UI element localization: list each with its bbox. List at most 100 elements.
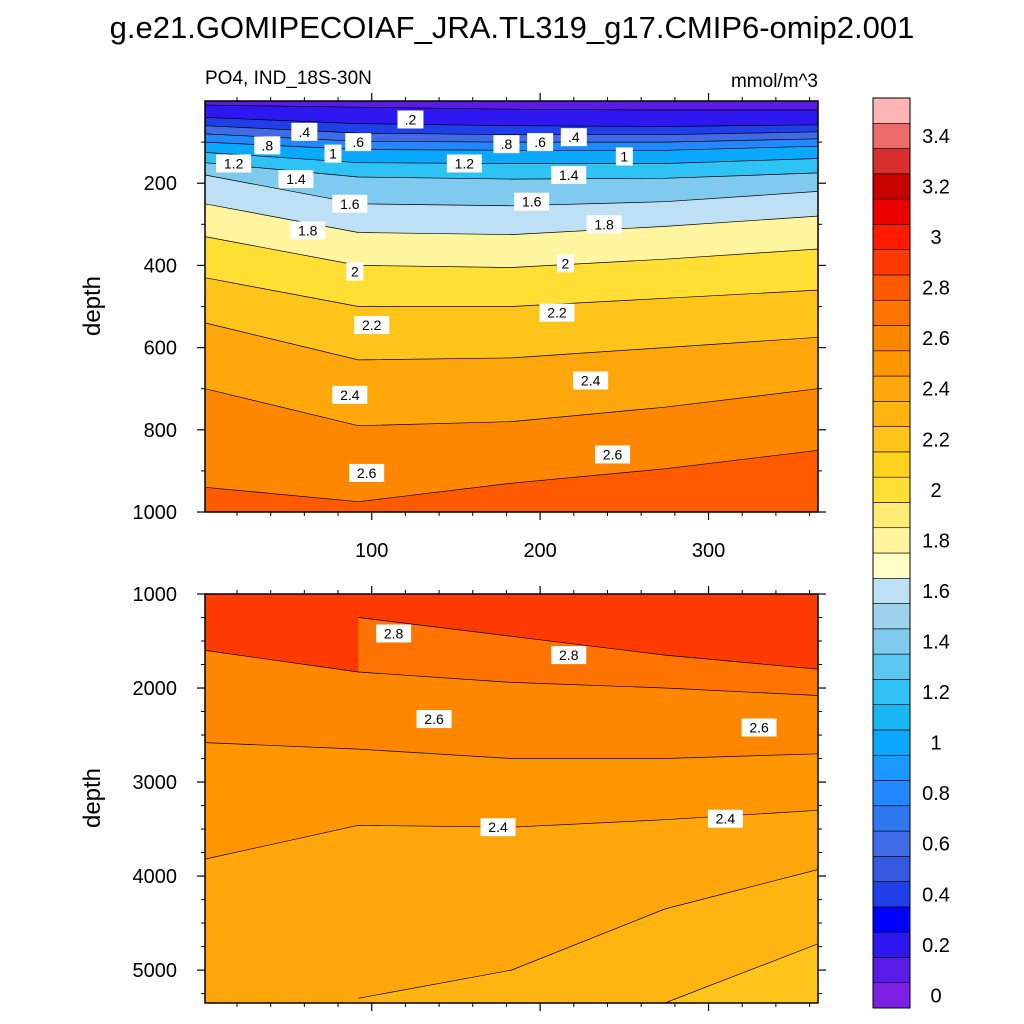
contour-line bbox=[205, 742, 818, 759]
contour-label: 1 bbox=[324, 144, 342, 163]
contour-label: 2.4 bbox=[573, 371, 609, 390]
y-tick-label: 4000 bbox=[133, 866, 178, 888]
colorbar-tick-label: 0.4 bbox=[922, 884, 950, 906]
contour-label: 2.6 bbox=[349, 463, 385, 482]
contour-line bbox=[205, 174, 818, 207]
colorbar-box bbox=[872, 704, 911, 731]
contour-label: 1.6 bbox=[332, 194, 368, 213]
contour-label-text: .4 bbox=[299, 124, 311, 140]
colorbar-box bbox=[872, 982, 911, 1009]
colorbar-box bbox=[872, 97, 911, 124]
contour-label-text: 1.8 bbox=[594, 216, 614, 232]
colorbar-tick-label: 1.4 bbox=[922, 631, 950, 653]
lower-y-axis-label: depth bbox=[79, 768, 106, 828]
contour-label: 1.2 bbox=[216, 154, 252, 173]
colorbar-box bbox=[872, 628, 911, 655]
colorbar-tick-label: 0.8 bbox=[922, 783, 950, 805]
x-tick-label: 200 bbox=[523, 540, 556, 562]
contour-label-text: .8 bbox=[501, 136, 513, 152]
contour-line bbox=[205, 388, 818, 427]
variable-region-label: PO4, IND_18S-30N bbox=[205, 68, 372, 89]
contour-label-text: 2.8 bbox=[384, 625, 404, 641]
contour-band bbox=[358, 869, 818, 1003]
contour-line bbox=[205, 277, 818, 307]
colorbar-tick-label: 0 bbox=[930, 985, 941, 1007]
colorbar-box bbox=[872, 957, 911, 984]
colorbar-box bbox=[872, 552, 911, 579]
contour-label: 1.8 bbox=[586, 215, 622, 234]
y-tick-label: 400 bbox=[144, 255, 177, 277]
lower-plot-frame bbox=[204, 593, 819, 1004]
colorbar-box bbox=[872, 931, 911, 958]
colorbar-box bbox=[872, 249, 911, 276]
contour-label: .4 bbox=[291, 122, 318, 141]
contour-label-text: 2.8 bbox=[559, 647, 579, 663]
colorbar-tick-label: 3.4 bbox=[922, 126, 950, 148]
contour-label: 2 bbox=[556, 254, 574, 273]
contour-label: 1.4 bbox=[551, 165, 587, 184]
colorbar-box bbox=[872, 451, 911, 478]
colorbar-box bbox=[872, 830, 911, 857]
y-tick-label: 1000 bbox=[133, 584, 178, 606]
colorbar-box bbox=[872, 325, 911, 352]
contour-label-text: 1.2 bbox=[455, 155, 475, 171]
contour-label-text: 1.4 bbox=[286, 171, 306, 187]
contour-label: 1.2 bbox=[446, 154, 482, 173]
contour-label: 1 bbox=[615, 147, 633, 166]
contour-label: 2.8 bbox=[376, 624, 412, 643]
contour-label-text: 2.6 bbox=[424, 711, 444, 727]
contour-label-text: 2.4 bbox=[488, 819, 508, 835]
contour-label: .6 bbox=[345, 133, 372, 152]
y-tick-label: 5000 bbox=[133, 960, 178, 982]
contour-label: 2.2 bbox=[354, 315, 390, 334]
contour-label: 1.8 bbox=[290, 221, 326, 240]
colorbar-tick-label: 2.4 bbox=[922, 379, 950, 401]
colorbar-box bbox=[872, 502, 911, 529]
colorbar-tick-label: 2.8 bbox=[922, 278, 950, 300]
contour-line bbox=[205, 650, 818, 696]
colorbar-tick-label: 0.6 bbox=[922, 834, 950, 856]
contour-label-text: 1.8 bbox=[298, 222, 318, 238]
contour-label-text: 2.4 bbox=[340, 387, 360, 403]
colorbar-tick-label: 1 bbox=[930, 733, 941, 755]
contour-label: 2.4 bbox=[707, 809, 743, 828]
colorbar-box bbox=[872, 122, 911, 149]
colorbar-tick-label: 1.2 bbox=[922, 682, 950, 704]
x-tick-label: 300 bbox=[692, 540, 725, 562]
y-tick-label: 200 bbox=[144, 173, 177, 195]
colorbar-box bbox=[872, 375, 911, 402]
contour-label: 2.6 bbox=[595, 445, 631, 464]
contour-line bbox=[205, 117, 818, 127]
contour-line bbox=[205, 322, 818, 361]
contour-label-text: 2.6 bbox=[603, 446, 623, 462]
colorbar-box bbox=[872, 805, 911, 832]
colorbar-box bbox=[872, 350, 911, 377]
contour-label-text: 1.6 bbox=[340, 196, 360, 212]
colorbar-tick-label: 3 bbox=[930, 227, 941, 249]
colorbar-tick-label: 1.8 bbox=[922, 530, 950, 552]
colorbar-box bbox=[872, 780, 911, 807]
y-tick-label: 3000 bbox=[133, 772, 178, 794]
contour-label-text: 1.2 bbox=[224, 155, 244, 171]
colorbar-box bbox=[872, 679, 911, 705]
units-label: mmol/m^3 bbox=[731, 71, 818, 92]
contour-label-text: .6 bbox=[534, 134, 546, 150]
contour-label: 2.6 bbox=[416, 710, 452, 729]
colorbar-box bbox=[872, 754, 911, 781]
contour-label: .8 bbox=[493, 135, 520, 154]
contour-label-text: 1.6 bbox=[522, 194, 542, 210]
colorbar-box bbox=[872, 299, 911, 326]
contour-label-text: 2.2 bbox=[547, 305, 567, 321]
colorbar-tick-label: 3.2 bbox=[922, 176, 950, 198]
colorbar-frame bbox=[872, 97, 911, 1009]
contour-label: .8 bbox=[254, 136, 281, 155]
contour-label-text: 2.6 bbox=[357, 465, 377, 481]
colorbar-box bbox=[872, 274, 911, 301]
colorbar-tick-label: 2.6 bbox=[922, 328, 950, 350]
contour-label: 1.6 bbox=[514, 192, 550, 211]
colorbar-box bbox=[872, 906, 911, 933]
contour-label-text: .8 bbox=[261, 137, 273, 153]
colorbar-box bbox=[872, 401, 911, 427]
contour-label-text: 2.2 bbox=[362, 317, 382, 333]
colorbar: 0 0.2 0.4 0.6 0.8 1 1.2 1.4 1.6 1.8 2 2.2 2.4 2.6 2.8 3… bbox=[872, 97, 950, 1009]
